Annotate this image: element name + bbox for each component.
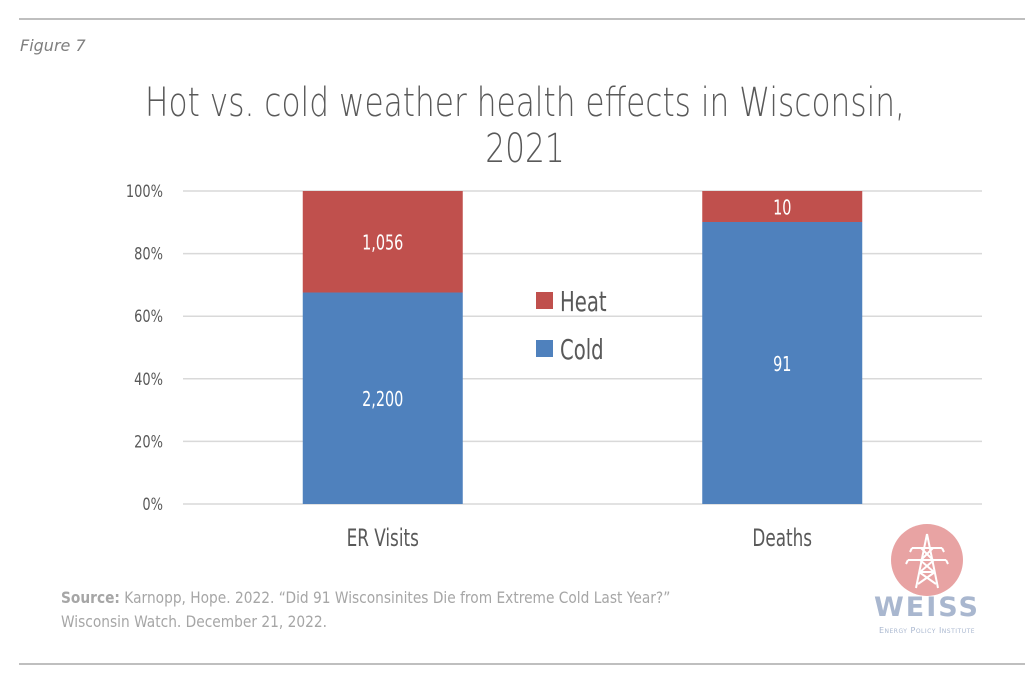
weiss-logo: WEISS Energy Policy Institute — [840, 522, 1020, 642]
source-label: Source: — [61, 588, 120, 607]
y-tick-label: 60% — [134, 306, 163, 326]
y-tick-label: 0% — [142, 494, 163, 514]
source-line1: Karnopp, Hope. 2022. “Did 91 Wisconsinit… — [119, 588, 671, 607]
legend-label-cold: Cold — [560, 333, 604, 365]
legend-swatch-cold — [536, 340, 553, 357]
y-tick-label: 20% — [134, 431, 163, 451]
legend: Heat Cold — [536, 285, 607, 366]
source-citation: Source: Karnopp, Hope. 2022. “Did 91 Wis… — [61, 586, 670, 634]
logo-subtitle: Energy Policy Institute — [878, 626, 976, 635]
bar-heat-er-visits — [302, 191, 463, 293]
legend-swatch-heat — [536, 292, 553, 309]
y-axis-ticks: 0% 20% 40% 60% 80% 100% — [126, 181, 163, 514]
bar-heat-deaths — [702, 191, 863, 222]
data-label: 10 — [773, 197, 791, 220]
logo-wordmark: WEISS — [874, 592, 980, 623]
bottom-rule — [19, 663, 1025, 665]
figure-label: Figure 7 — [20, 36, 86, 55]
x-tick-label: Deaths — [752, 525, 812, 553]
y-tick-label: 100% — [126, 181, 163, 201]
top-rule — [19, 18, 1025, 20]
data-label: 1,056 — [362, 232, 403, 255]
data-label: 91 — [773, 353, 791, 376]
transmission-tower-icon — [891, 524, 963, 596]
legend-label-heat: Heat — [560, 285, 607, 317]
source-line2: Wisconsin Watch. December 21, 2022. — [61, 612, 328, 631]
chart-title: Hot vs. cold weather health effects in W… — [145, 80, 905, 172]
data-label: 2,200 — [362, 389, 403, 412]
y-tick-label: 40% — [134, 369, 163, 389]
y-tick-label: 80% — [134, 243, 163, 263]
x-tick-label: ER Visits — [347, 525, 419, 553]
bar-cold-er-visits — [302, 292, 463, 504]
bar-cold-deaths — [702, 221, 863, 504]
bars: 2,200 1,056 91 10 — [302, 191, 863, 504]
x-axis-ticks: ER Visits Deaths — [347, 525, 812, 553]
